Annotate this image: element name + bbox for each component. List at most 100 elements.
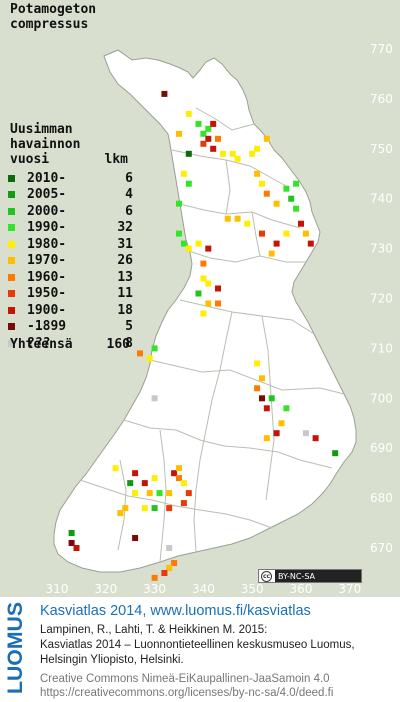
observation-square: [210, 120, 217, 127]
observation-points: [68, 90, 339, 581]
legend-count: 11: [117, 286, 133, 302]
atlas-link[interactable]: Kasviatlas 2014, www.luomus.fi/kasviatla…: [40, 603, 311, 619]
observation-square: [180, 170, 187, 177]
observation-square: [229, 150, 236, 157]
legend-row: -1899 5: [8, 319, 133, 336]
observation-square: [219, 150, 226, 157]
legend-swatch: [8, 224, 15, 232]
license-line-1: Creative Commons Nimeä-EiKaupallinen-Jaa…: [40, 673, 330, 685]
observation-square: [210, 145, 217, 152]
legend-swatch: [8, 306, 15, 314]
observation-square: [302, 230, 309, 237]
license-url[interactable]: https://creativecommons.org/licenses/by-…: [40, 687, 334, 699]
observation-square: [263, 135, 270, 142]
x-tick-label: 330: [143, 582, 166, 596]
legend-count: 4: [125, 187, 133, 203]
observation-square: [273, 200, 280, 207]
legend-row: 1950- 11: [8, 286, 133, 303]
x-tick-label: 320: [94, 582, 117, 596]
legend-label: 1950-: [27, 286, 67, 302]
observation-square: [166, 505, 173, 512]
legend-count: 31: [117, 236, 133, 252]
legend-swatch: [8, 273, 15, 281]
observation-square: [176, 475, 182, 482]
legend-swatch: [8, 257, 15, 265]
observation-square: [171, 470, 178, 477]
observation-square: [200, 310, 207, 317]
observation-square: [259, 180, 265, 187]
legend-col-year: vuosi: [10, 152, 50, 167]
observation-square: [180, 480, 187, 487]
observation-square: [156, 490, 163, 497]
observation-square: [200, 140, 207, 147]
legend: 2010- 6 2005- 4 2000- 6 1990- 32 1980- 31 197…: [8, 170, 133, 352]
x-tick-label: 350: [241, 582, 264, 596]
observation-square: [205, 280, 212, 287]
observation-square: [215, 300, 221, 307]
y-tick-label: 690: [370, 441, 393, 455]
observation-square: [254, 145, 261, 152]
legend-swatch: [8, 174, 15, 182]
x-tick-label: 310: [46, 582, 69, 596]
observation-square: [205, 245, 212, 252]
legend-swatch: [8, 290, 15, 298]
total-label: Yhteensä: [10, 337, 73, 352]
observation-square: [166, 490, 173, 497]
observation-square: [283, 405, 290, 412]
observation-square: [151, 475, 158, 482]
region-borders: [79, 107, 345, 563]
y-tick-label: 680: [370, 491, 393, 505]
observation-square: [122, 505, 129, 512]
legend-row: 1960- 13: [8, 269, 133, 286]
y-tick-label: 670: [370, 541, 393, 555]
legend-label: ???: [27, 335, 51, 351]
legend-row: 2005- 4: [8, 187, 133, 204]
observation-square: [263, 190, 270, 197]
observation-square: [259, 375, 265, 382]
y-tick-label: 730: [370, 242, 393, 256]
observation-square: [112, 465, 119, 472]
citation-line-1: Lampinen, R., Lahti, T. & Heikkinen M. 2…: [40, 624, 268, 636]
y-axis-labels: 770 760 750 740 730 720 710 700 690 680 670: [370, 42, 393, 555]
legend-row: 1990- 32: [8, 220, 133, 237]
x-tick-label: 340: [192, 582, 215, 596]
observation-square: [185, 490, 192, 497]
observation-square: [176, 200, 182, 207]
observation-square: [200, 130, 207, 137]
species-epithet: compressus: [10, 17, 89, 32]
cc-license-badge[interactable]: cc BY-NC-SA: [258, 569, 362, 583]
observation-square: [132, 535, 139, 541]
legend-count: 13: [117, 269, 133, 285]
observation-square: [332, 450, 339, 457]
observation-square: [234, 215, 241, 222]
observation-square: [185, 150, 192, 157]
legend-row: 1980- 31: [8, 236, 133, 253]
y-tick-label: 710: [370, 341, 393, 355]
legend-label: 2010-: [27, 170, 67, 186]
observation-square: [288, 195, 295, 202]
observation-square: [293, 205, 300, 212]
y-tick-label: 760: [370, 92, 393, 106]
observation-square: [263, 405, 270, 412]
observation-square: [205, 300, 212, 307]
finland-map: 770 760 750 740 730 720 710 700 690 680 670 310 320…: [46, 42, 393, 596]
legend-row: 2010- 6: [8, 170, 133, 187]
legend-count: 5: [125, 319, 133, 335]
observation-square: [171, 560, 178, 566]
observation-square: [268, 395, 275, 402]
luomus-logo: LUOMUS: [4, 602, 27, 694]
observation-square: [185, 245, 192, 252]
legend-label: 2000-: [27, 203, 67, 219]
observation-square: [215, 285, 221, 292]
observation-square: [259, 230, 265, 237]
legend-row: 1900- 18: [8, 302, 133, 319]
observation-square: [146, 490, 153, 497]
observation-square: [298, 220, 304, 227]
observation-square: [195, 240, 202, 247]
observation-square: [249, 150, 256, 157]
observation-square: [176, 230, 182, 237]
observation-square: [146, 355, 153, 362]
observation-square: [273, 430, 280, 437]
observation-square: [176, 130, 182, 137]
y-tick-label: 740: [370, 192, 393, 206]
